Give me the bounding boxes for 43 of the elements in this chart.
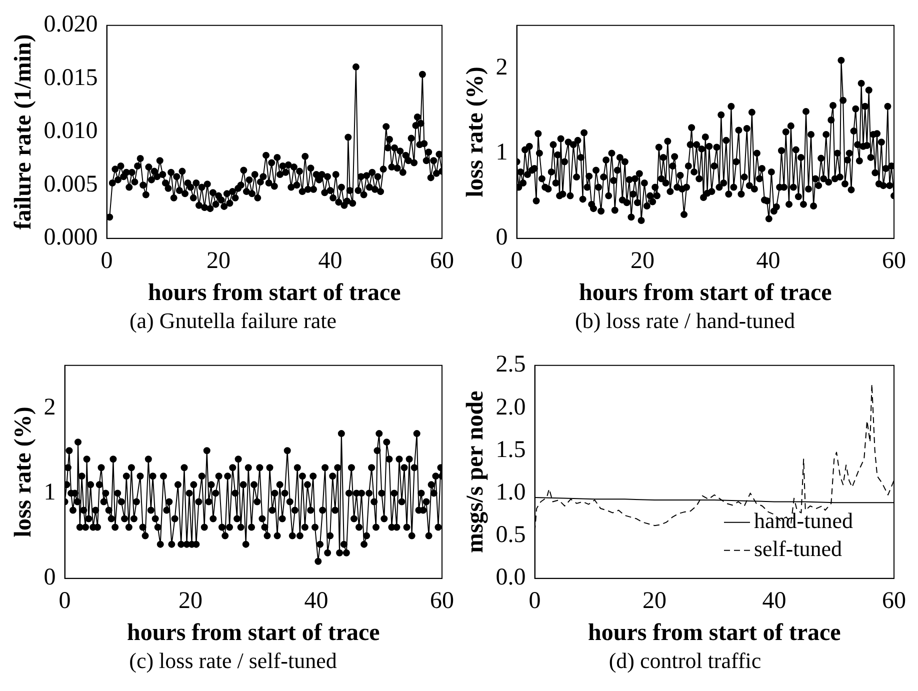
x-tick-label: 20: [630, 248, 655, 274]
y-tick-label: 2: [44, 394, 56, 420]
x-axis-title: hours from start of trace: [588, 620, 842, 646]
x-tick-label: 40: [762, 588, 786, 614]
y-axis-title: failure rate (1/min): [10, 34, 37, 230]
legend-label: self-tuned: [754, 536, 842, 562]
y-tick-label: 0.0: [496, 564, 526, 591]
y-tick-label: 0.5: [496, 522, 526, 548]
text: (b) loss rate / hand-tuned: [575, 308, 795, 334]
x-axis-title: hours from start of trace: [126, 620, 380, 646]
y-tick-label: 2: [496, 54, 508, 80]
y-tick-label: 2.5: [496, 352, 526, 378]
x-axis-title: hours from start of trace: [148, 280, 402, 306]
y-axis-title: loss rate (%): [462, 66, 489, 198]
x-tick-label: 20: [642, 588, 667, 614]
y-tick-label: 0.010: [44, 118, 98, 144]
y-tick-label: 1.5: [496, 436, 526, 463]
y-tick-label: 0: [44, 564, 56, 591]
x-tick-label: 60: [882, 248, 906, 274]
y-tick-label: 0.000: [44, 224, 98, 251]
x-tick-label: 40: [318, 248, 342, 274]
x-axis-title: hours from start of trace: [578, 280, 832, 306]
y-axis-title: loss rate (%): [10, 406, 37, 538]
y-tick-label: 1: [44, 479, 56, 506]
x-tick-label: 20: [206, 248, 231, 274]
y-tick-label: 0.015: [44, 64, 98, 91]
y-tick-label: 1.0: [496, 479, 526, 506]
x-tick-label: 20: [178, 588, 203, 614]
y-tick-label: 0.020: [44, 12, 98, 38]
text: (a) Gnutella failure rate: [129, 308, 337, 334]
x-tick-label: 40: [756, 248, 780, 274]
text: (d) control traffic: [608, 648, 762, 674]
y-tick-label: 2.0: [496, 394, 526, 420]
x-tick-label: 40: [304, 588, 328, 614]
x-tick-label: 60: [882, 588, 906, 614]
x-tick-label: 60: [430, 248, 454, 274]
y-tick-label: 0.005: [44, 171, 98, 198]
legend-label: hand-tuned: [754, 508, 853, 534]
text: (c) loss rate / self-tuned: [129, 648, 337, 674]
y-tick-label: 1: [496, 139, 508, 166]
y-axis-title: msgs/s per node: [462, 390, 489, 554]
x-tick-label: 60: [430, 588, 454, 614]
y-tick-label: 0: [496, 224, 508, 251]
